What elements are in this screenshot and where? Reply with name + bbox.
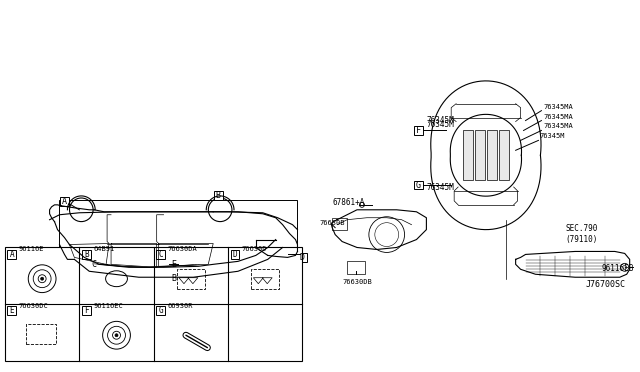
- Text: 66930R: 66930R: [168, 303, 193, 309]
- Text: 76630DA: 76630DA: [168, 246, 197, 253]
- Bar: [414, 126, 423, 135]
- Circle shape: [41, 277, 44, 280]
- Text: 67861+A: 67861+A: [332, 198, 365, 207]
- Text: G: G: [158, 307, 163, 315]
- Text: 76630DB: 76630DB: [342, 279, 372, 285]
- Text: J76700SC: J76700SC: [585, 280, 625, 289]
- Bar: [169, 274, 178, 283]
- Text: 76345M: 76345M: [426, 121, 454, 129]
- Text: 76345M: 76345M: [426, 183, 454, 192]
- Text: 76345MA: 76345MA: [543, 104, 573, 110]
- Text: B: B: [216, 192, 221, 201]
- Bar: [414, 180, 423, 189]
- Text: A: A: [10, 250, 14, 259]
- Text: 76630DC: 76630DC: [19, 303, 49, 309]
- Text: F: F: [84, 307, 88, 315]
- Text: 96116E: 96116E: [19, 246, 44, 253]
- Bar: [169, 260, 178, 269]
- Bar: [8, 250, 17, 259]
- Bar: [60, 198, 69, 206]
- Text: D: D: [300, 253, 305, 262]
- Text: 76345M: 76345M: [540, 134, 565, 140]
- Bar: [487, 131, 497, 180]
- Bar: [8, 307, 17, 315]
- Text: C: C: [92, 260, 97, 269]
- Bar: [298, 253, 307, 262]
- Text: 64B91: 64B91: [93, 246, 115, 253]
- Text: E: E: [171, 260, 176, 269]
- Text: 76345MA: 76345MA: [543, 124, 573, 129]
- Bar: [156, 250, 165, 259]
- Bar: [332, 218, 347, 230]
- Bar: [60, 200, 298, 274]
- Bar: [230, 250, 239, 259]
- Text: B: B: [84, 250, 88, 259]
- Text: SEC.790
(79110): SEC.790 (79110): [565, 224, 598, 244]
- Bar: [214, 192, 223, 201]
- Text: F: F: [416, 126, 421, 135]
- Bar: [5, 247, 303, 360]
- Circle shape: [115, 334, 118, 337]
- Text: D: D: [233, 250, 237, 259]
- Bar: [347, 262, 365, 274]
- Text: 96116EC: 96116EC: [93, 303, 123, 309]
- Text: B: B: [171, 274, 176, 283]
- Text: A: A: [62, 198, 67, 206]
- Bar: [475, 131, 485, 180]
- Text: 76345M: 76345M: [426, 116, 454, 125]
- Text: G: G: [416, 180, 421, 189]
- Bar: [252, 269, 279, 289]
- Text: C: C: [158, 250, 163, 259]
- Text: 76630B: 76630B: [319, 220, 345, 226]
- Bar: [82, 250, 91, 259]
- Bar: [156, 307, 165, 315]
- Text: 76345MA: 76345MA: [543, 113, 573, 119]
- Text: 76630D: 76630D: [242, 246, 268, 253]
- Text: 96116EB: 96116EB: [602, 264, 634, 273]
- Bar: [82, 307, 91, 315]
- Text: E: E: [10, 307, 14, 315]
- Bar: [177, 269, 205, 289]
- Bar: [499, 131, 509, 180]
- Bar: [463, 131, 473, 180]
- Bar: [90, 260, 99, 269]
- Bar: [26, 324, 56, 344]
